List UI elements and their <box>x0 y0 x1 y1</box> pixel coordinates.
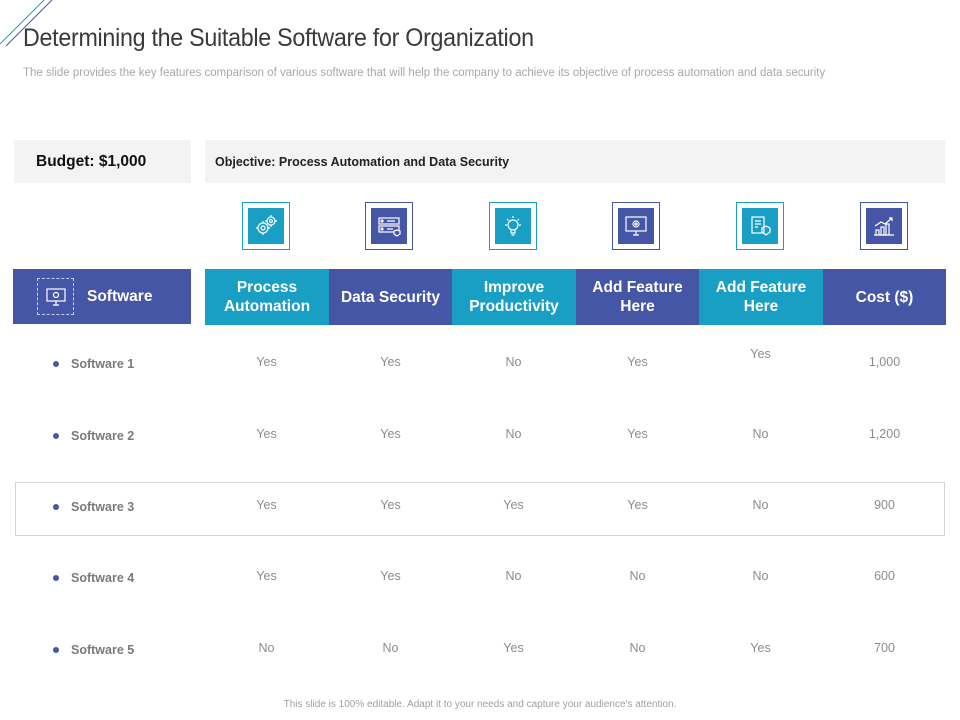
bullet-dot <box>53 433 59 439</box>
row-name: Software 3 <box>71 500 135 514</box>
bullet-dot <box>53 361 59 367</box>
table-cell: Yes <box>627 498 648 512</box>
lightbulb-icon <box>489 202 537 250</box>
table-cell: No <box>752 427 769 441</box>
software-header-label: Software <box>87 288 153 305</box>
table-cell: Yes <box>380 355 401 369</box>
table-cell: 600 <box>874 569 895 583</box>
table-cell: Yes <box>627 355 648 369</box>
row-label: Software 5 <box>53 643 134 657</box>
table-cell: Yes <box>750 641 771 655</box>
table-cell: No <box>629 641 646 655</box>
row-label: Software 1 <box>53 357 134 371</box>
table-cell: Yes <box>750 347 771 361</box>
column-header: Cost ($) <box>823 269 946 325</box>
row-label: Software 4 <box>53 571 134 585</box>
column-header: Data Security <box>329 269 452 325</box>
gears-icon <box>242 202 290 250</box>
row-label: Software 2 <box>53 429 134 443</box>
table-cell: 1,200 <box>868 427 901 441</box>
corner-decoration <box>0 0 53 47</box>
page-subtitle: The slide provides the key features comp… <box>23 67 826 79</box>
table-cell: Yes <box>256 498 277 512</box>
table-cell: Yes <box>256 427 277 441</box>
table-cell: 900 <box>874 498 895 512</box>
column-header: Add Feature Here <box>699 269 823 325</box>
budget-label: Budget: $1,000 <box>36 152 147 170</box>
table-cell: 1,000 <box>868 355 901 369</box>
table-cell: Yes <box>503 498 524 512</box>
software-monitor-icon <box>37 278 74 315</box>
table-cell: Yes <box>503 641 524 655</box>
table-cell: No <box>752 498 769 512</box>
objective-box: Objective: Process Automation and Data S… <box>205 140 945 183</box>
row-name: Software 1 <box>71 357 135 371</box>
table-cell: Yes <box>256 355 277 369</box>
monitor-gear-icon <box>612 202 660 250</box>
table-cell: Yes <box>380 569 401 583</box>
bullet-dot <box>53 504 59 510</box>
table-cell: No <box>382 641 399 655</box>
objective-label: Objective: Process Automation and Data S… <box>215 154 510 169</box>
table-cell: No <box>505 355 522 369</box>
footer-note: This slide is 100% editable. Adapt it to… <box>283 699 677 710</box>
highlighted-row-frame <box>15 482 945 536</box>
table-cell: No <box>752 569 769 583</box>
column-header: Improve Productivity <box>452 269 576 325</box>
table-cell: Yes <box>380 498 401 512</box>
row-name: Software 5 <box>71 643 135 657</box>
software-column-header: Software <box>13 269 191 324</box>
table-cell: No <box>505 427 522 441</box>
table-cell: 700 <box>874 641 895 655</box>
column-header: Process Automation <box>205 269 329 325</box>
growth-chart-icon <box>860 202 908 250</box>
row-label: Software 3 <box>53 500 134 514</box>
table-cell: No <box>258 641 275 655</box>
table-cell: No <box>505 569 522 583</box>
bullet-dot <box>53 575 59 581</box>
column-header: Add Feature Here <box>576 269 699 325</box>
table-cell: No <box>629 569 646 583</box>
secure-server-icon <box>365 202 413 250</box>
budget-box: Budget: $1,000 <box>14 140 191 183</box>
bullet-dot <box>53 647 59 653</box>
table-cell: Yes <box>256 569 277 583</box>
table-cell: Yes <box>627 427 648 441</box>
table-cell: Yes <box>380 427 401 441</box>
row-name: Software 4 <box>71 571 135 585</box>
document-shield-icon <box>736 202 784 250</box>
row-name: Software 2 <box>71 429 135 443</box>
page-title: Determining the Suitable Software for Or… <box>23 24 534 52</box>
